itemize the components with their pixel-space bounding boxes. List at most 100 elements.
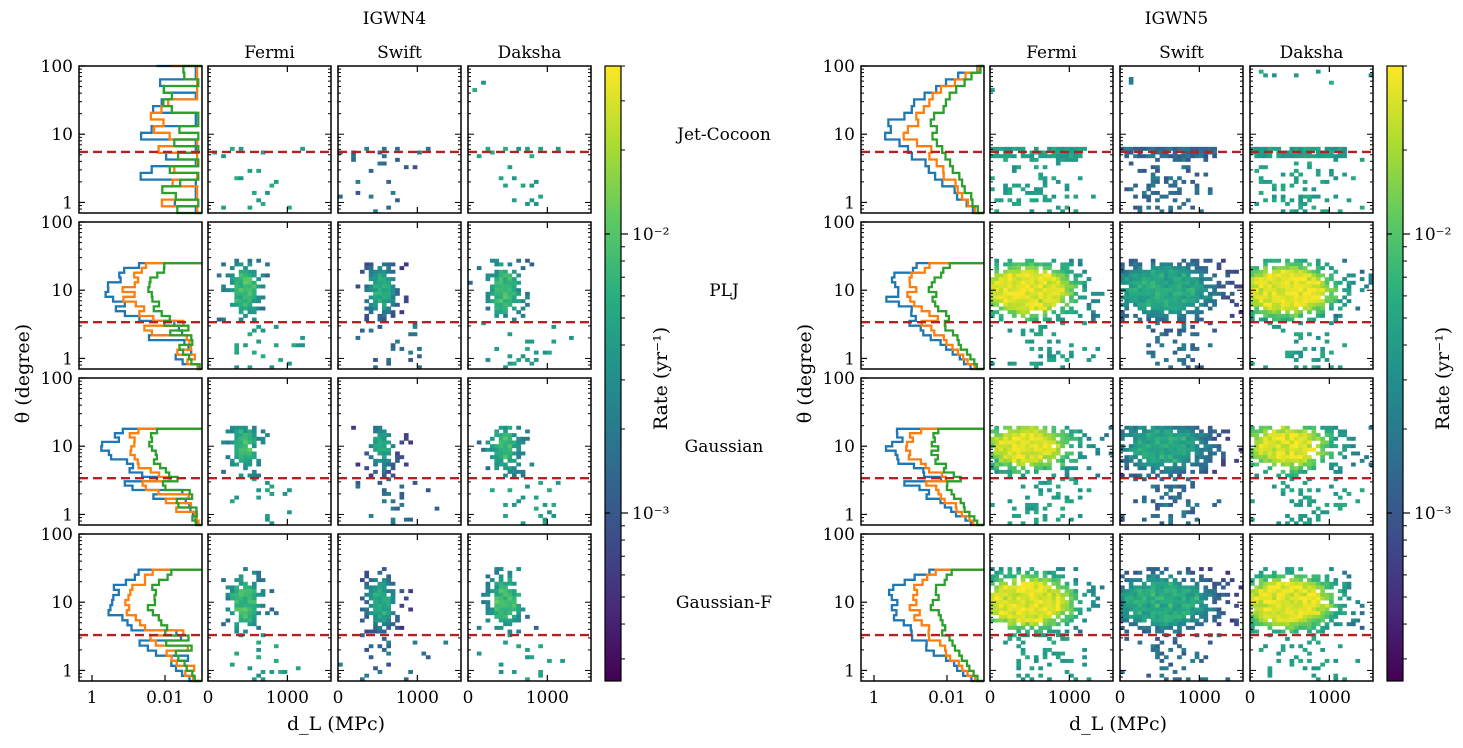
heatmap-cell	[1315, 313, 1321, 318]
heatmap-cell	[1033, 288, 1039, 293]
heatmap-cell	[1055, 444, 1061, 449]
heatmap-cell	[516, 299, 522, 304]
heatmap-cell	[1263, 277, 1268, 282]
heatmap-cell	[507, 596, 513, 601]
heatmap-cell	[1163, 440, 1169, 445]
heatmap-cell	[1190, 444, 1195, 449]
heatmap-cell	[1020, 677, 1026, 682]
heatmap-cell	[1267, 614, 1273, 619]
heatmap-cell	[1181, 484, 1187, 489]
heatmap-cell	[395, 451, 400, 456]
heatmap-cell	[368, 310, 374, 315]
heatmap-cell	[364, 611, 370, 616]
heatmap-cell	[1064, 658, 1070, 663]
heatmap-cell	[1011, 600, 1017, 605]
heatmap-cell	[1038, 447, 1044, 452]
heatmap-cell	[1003, 299, 1008, 304]
heatmap-cell	[1302, 600, 1308, 605]
heatmap-cell	[1150, 302, 1156, 307]
heatmap-cell	[238, 574, 244, 579]
heatmap-cell	[403, 262, 409, 267]
heatmap-cell	[1342, 288, 1347, 293]
heatmap-cell	[1033, 618, 1039, 623]
heatmap-cell	[1329, 433, 1334, 438]
heatmap-cell	[390, 313, 396, 318]
heatmap-cell	[1263, 269, 1268, 274]
heatmap-cell	[1020, 614, 1026, 619]
heatmap-cell	[1047, 299, 1052, 304]
heatmap-cell	[1150, 567, 1156, 572]
heatmap-cell	[260, 273, 266, 278]
heatmap-cell	[1042, 517, 1048, 522]
heatmap-cell	[1293, 429, 1299, 434]
heatmap-cell	[1051, 447, 1057, 452]
heatmap-cell	[1060, 365, 1065, 370]
heatmap-cell	[1289, 146, 1295, 151]
heatmap-cell	[381, 262, 387, 267]
heatmap-cell	[251, 288, 257, 293]
heatmap-cell	[1177, 269, 1182, 274]
heatmap-cell	[1047, 647, 1052, 652]
heatmap-cell	[1086, 589, 1092, 594]
heatmap-cell	[390, 288, 396, 293]
heatmap-cell	[1280, 183, 1286, 188]
heatmap-cell	[1329, 302, 1334, 307]
heatmap-cell	[1077, 313, 1083, 318]
heatmap-cell	[1250, 317, 1255, 322]
heatmap-cell	[1141, 499, 1147, 504]
heatmap-cell	[1168, 647, 1174, 652]
heatmap-cell	[238, 317, 244, 322]
heatmap-cell	[1263, 603, 1268, 608]
heatmap-cell	[1280, 589, 1286, 594]
heatmap-cell	[1155, 585, 1160, 590]
heatmap-cell	[1267, 444, 1273, 449]
heatmap-cell	[1150, 444, 1156, 449]
heatmap-cell	[1146, 273, 1152, 278]
heatmap-cell	[494, 295, 500, 300]
heatmap-cell	[1320, 625, 1325, 630]
ytick-label: 100	[823, 525, 855, 545]
heatmap-cell	[1346, 491, 1352, 496]
heatmap-cell	[1329, 436, 1334, 441]
heatmap-cell	[1280, 313, 1286, 318]
heatmap-cell	[1007, 521, 1013, 526]
heatmap-cell	[1060, 277, 1065, 282]
heatmap-cell	[1320, 603, 1325, 608]
heatmap-cell	[1203, 269, 1209, 274]
heatmap-cell	[386, 651, 392, 656]
heatmap-cell	[1311, 269, 1317, 274]
heatmap-cell	[1168, 521, 1174, 526]
heatmap-cell	[503, 600, 508, 605]
heatmap-cell	[1016, 658, 1022, 663]
heatmap-cell	[247, 273, 253, 278]
heatmap-cell	[1298, 436, 1304, 441]
heatmap-cell	[1276, 284, 1282, 289]
heatmap-daksha	[1249, 377, 1374, 526]
heatmap-cell	[1250, 146, 1255, 151]
heatmap-cell	[1289, 433, 1295, 438]
heatmap-cell	[998, 451, 1004, 456]
heatmap-cell	[1124, 629, 1130, 634]
heatmap-cell	[1307, 521, 1312, 526]
heatmap-cell	[1051, 640, 1057, 645]
ytick-label: 10	[833, 437, 855, 457]
heatmap-cell	[1285, 570, 1290, 575]
heatmap-cell	[1137, 280, 1143, 285]
heatmap-cell	[1280, 288, 1286, 293]
heatmap-cell	[364, 647, 370, 652]
heatmap-cell	[1298, 462, 1304, 467]
heatmap-cell	[1333, 436, 1339, 441]
heatmap-cell	[247, 618, 253, 623]
heatmap-cell	[998, 306, 1004, 311]
heatmap-cell	[1276, 600, 1282, 605]
heatmap-cell	[498, 592, 504, 597]
heatmap-cell	[1307, 273, 1312, 278]
heatmap-cell	[511, 176, 517, 181]
heatmap-cell	[1207, 258, 1213, 263]
heatmap-cell	[1293, 269, 1299, 274]
heatmap-cell	[256, 578, 262, 583]
heatmap-cell	[1064, 603, 1070, 608]
heatmap-cell	[1280, 480, 1286, 485]
heatmap-cell	[243, 466, 248, 471]
heatmap-cell	[1172, 179, 1178, 184]
